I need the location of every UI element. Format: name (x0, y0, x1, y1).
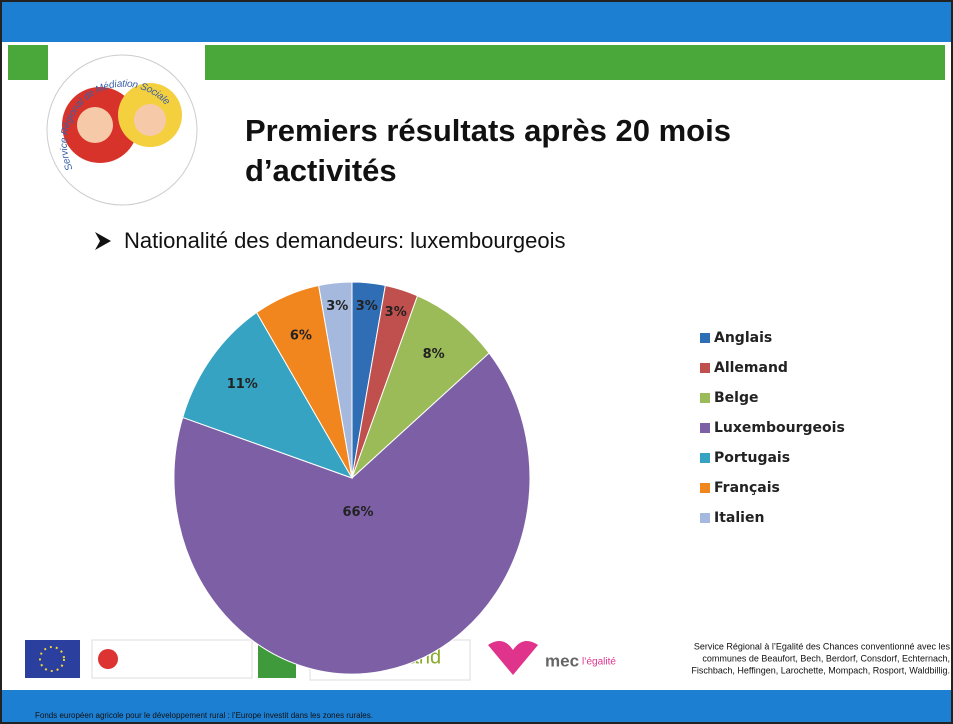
footer-right: Fischbach, Heffingen, Larochette, Mompac… (691, 665, 950, 675)
logo-face (77, 107, 113, 143)
pie-slice (182, 311, 354, 479)
mec-icon (488, 641, 538, 675)
partner-text: mec (545, 651, 579, 670)
logo: Service Régional de Médiation Sociale (46, 54, 198, 206)
pie-slice (173, 352, 531, 675)
legend-label: Luxembourgeois (714, 420, 845, 436)
legend-label: Allemand (714, 360, 788, 376)
legend-label: Anglais (714, 330, 772, 346)
data-label: 3% (356, 299, 378, 314)
legend-swatch (700, 393, 710, 403)
data-label: 3% (385, 305, 407, 320)
legend-swatch (700, 333, 710, 343)
green-band (205, 45, 945, 80)
legend-swatch (700, 423, 710, 433)
partner-text: l’égalité (582, 657, 616, 668)
pie-slice (351, 295, 490, 479)
data-label: 6% (290, 328, 312, 343)
bottom-band (0, 690, 953, 724)
gov-logo (91, 639, 253, 679)
gov-lion (98, 649, 118, 669)
logo-face (134, 104, 166, 136)
pie-chart: 3% 3% 8% 66% 11% 6% 3% Anglais Allemand Belge Luxe… (173, 281, 845, 675)
bullet-arrow (95, 232, 111, 250)
eu-stars (39, 646, 65, 672)
data-label: 8% (423, 347, 445, 362)
legend-swatch (700, 453, 710, 463)
footer-right: communes de Beaufort, Bech, Berdorf, Con… (702, 653, 950, 663)
footer-right: Service Régional à l’Egalité des Chances… (694, 641, 951, 651)
pie-slice (318, 281, 353, 479)
eu-flag (25, 640, 80, 678)
title: d’activités (245, 153, 397, 188)
footer-bottom: Fonds européen agricole pour le développ… (35, 711, 373, 720)
data-label: 3% (326, 299, 348, 314)
legend-swatch (700, 483, 710, 493)
legend-label: Italien (714, 510, 764, 526)
legend-label: Portugais (714, 450, 790, 466)
bullet-text: Nationalité des demandeurs: luxembourgeo… (124, 228, 565, 253)
legend-label: Français (714, 480, 780, 496)
data-label: 11% (227, 377, 258, 392)
data-label: 66% (342, 505, 373, 520)
green-band (8, 45, 48, 80)
title: Premiers résultats après 20 mois (245, 113, 731, 148)
legend-swatch (700, 513, 710, 523)
legend-swatch (700, 363, 710, 373)
top-band (0, 0, 953, 42)
legend-label: Belge (714, 390, 758, 406)
